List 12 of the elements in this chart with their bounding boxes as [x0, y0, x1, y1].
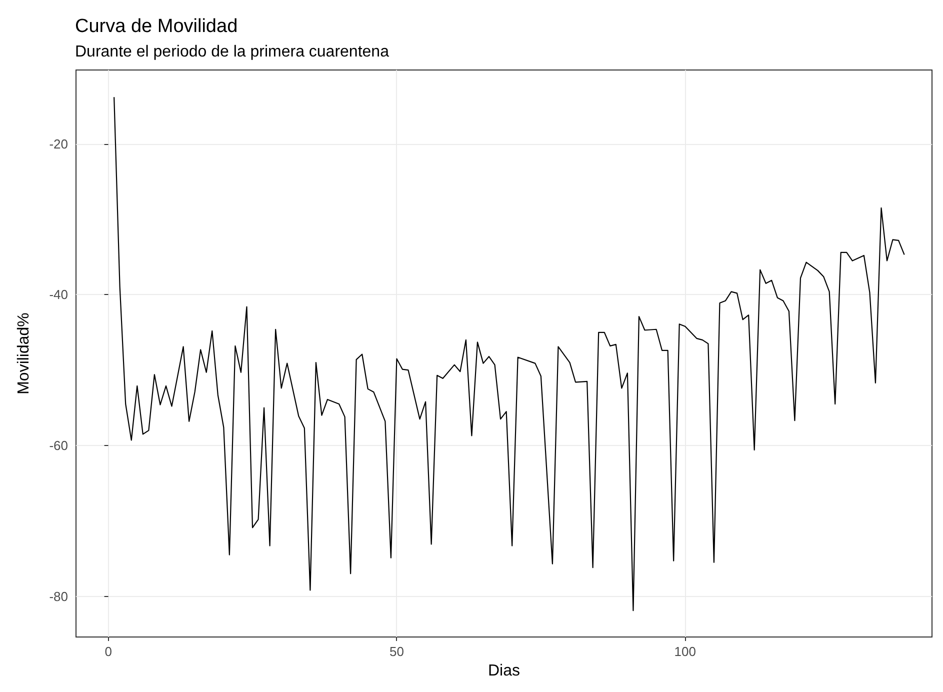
y-tick-label: -60 [49, 438, 68, 453]
x-tick-label: 0 [104, 644, 112, 659]
y-tick-label: -80 [49, 588, 68, 604]
x-tick-label: 100 [674, 644, 696, 659]
line-series [114, 96, 905, 612]
chart-title: Curva de Movilidad [75, 16, 238, 37]
x-axis-title: Dias [488, 662, 520, 680]
chart-subtitle: Durante el periodo de la primera cuarentena [75, 44, 390, 60]
y-axis-title: Movilidad% [16, 312, 32, 394]
x-tick-label: 50 [389, 644, 404, 659]
y-tick-label: -40 [49, 287, 68, 302]
y-tick-label: -20 [49, 136, 68, 152]
